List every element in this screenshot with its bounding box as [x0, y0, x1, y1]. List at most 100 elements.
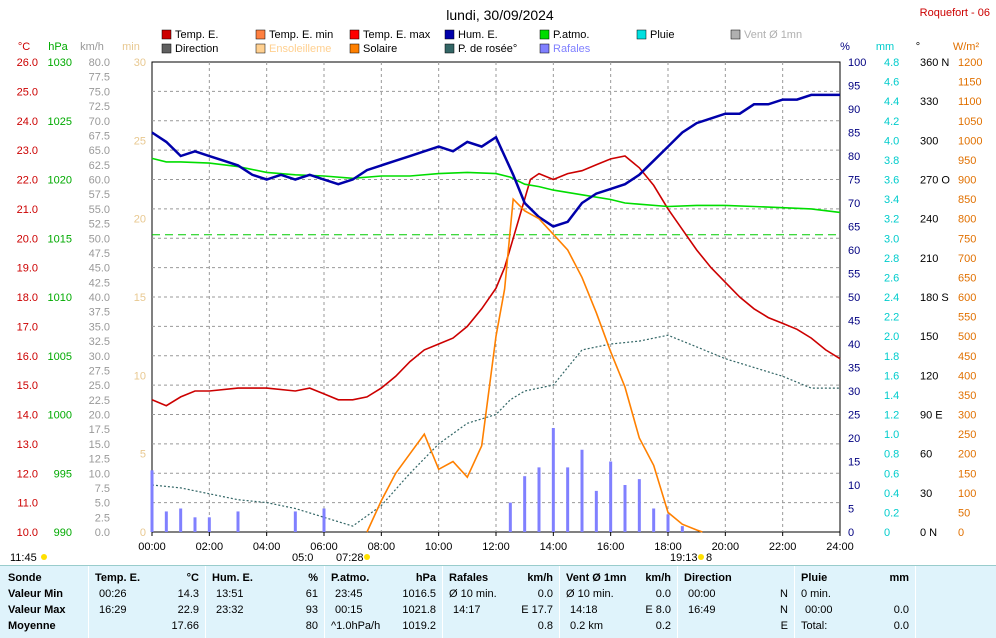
- wind-tick-label: 37.5: [89, 307, 110, 319]
- rain-tick-label: 0.2: [884, 507, 899, 519]
- vent-min-value: 0.0: [655, 588, 671, 600]
- temp-tick-label: 13.0: [17, 439, 38, 451]
- legend-label: Solaire: [363, 43, 397, 55]
- dir-tick-label: 270 O: [920, 175, 950, 187]
- wind-tick-label: 30.0: [89, 351, 110, 363]
- press-tick-label: 1000: [48, 410, 72, 422]
- rain-tick-label: 2.2: [884, 312, 899, 324]
- temp-tick-label: 14.0: [17, 410, 38, 422]
- temp-tick-label: 18.0: [17, 292, 38, 304]
- solar-tick-label: 0: [958, 527, 964, 539]
- hum-tick-label: 25: [848, 410, 860, 422]
- solar-tick-label: 1000: [958, 135, 982, 147]
- dir-tick-label: 240: [920, 214, 938, 226]
- x-tick-label: 02:00: [196, 541, 224, 553]
- wind-tick-label: 75.0: [89, 86, 110, 98]
- header-rafales: Rafales: [449, 572, 489, 584]
- solar-tick-label: 1200: [958, 57, 982, 69]
- direction-max-time: 16:49: [688, 604, 716, 616]
- legend-label: Vent Ø 1mn: [744, 29, 802, 41]
- rafales-avg-value: 0.8: [537, 620, 553, 632]
- wind-tick-label: 42.5: [89, 277, 110, 289]
- daylength-label: 11:45: [10, 552, 37, 564]
- vent-avg-value: 0.2: [655, 620, 671, 632]
- dir-tick-label: 300: [920, 135, 938, 147]
- temp-min-time: 00:26: [99, 588, 127, 600]
- solar-tick-label: 950: [958, 155, 976, 167]
- header-temp: Temp. E.: [95, 572, 141, 584]
- press-tick-label: 1015: [48, 233, 72, 245]
- direction-min-time: 00:00: [688, 588, 716, 600]
- solar-tick-label: 750: [958, 233, 976, 245]
- wind-tick-label: 0.0: [95, 527, 110, 539]
- sunrise-label: 05:0: [292, 552, 313, 564]
- rain-tick-label: 4.8: [884, 57, 899, 69]
- col-vent: Vent Ø 1mn km/h Ø 10 min. 0.0 14:18 E 8.…: [560, 566, 678, 638]
- direction-avg-value: E: [780, 620, 788, 632]
- wind-tick-label: 15.0: [89, 439, 110, 451]
- min-tick-label: 15: [134, 292, 146, 304]
- wind-tick-label: 80.0: [89, 57, 110, 69]
- pluie-max-value: 0.0: [893, 604, 909, 616]
- wind-tick-label: 52.5: [89, 219, 110, 231]
- solar-tick-label: 600: [958, 292, 976, 304]
- col-sonde: Sonde Valeur Min Valeur Max Moyenne: [0, 566, 89, 638]
- row-label-avg: Moyenne: [8, 620, 56, 632]
- legend-label: Rafales: [553, 43, 591, 55]
- sunrise2-label: 07:28: [336, 552, 364, 564]
- rafales-max-time: 14:17: [453, 604, 481, 616]
- x-axis: 00:00 02:00 04:00 06:00 08:00 10:00 12:00 14:00…: [138, 532, 854, 553]
- hum-tick-label: 55: [848, 269, 860, 281]
- hum-tick-label: 40: [848, 339, 860, 351]
- rain-tick-label: 4.6: [884, 77, 899, 89]
- sun-icon: [698, 554, 704, 560]
- temp-tick-label: 17.0: [17, 321, 38, 333]
- wind-tick-label: 2.5: [95, 512, 110, 524]
- x-tick-label: 08:00: [368, 541, 396, 553]
- hum-tick-label: 10: [848, 480, 860, 492]
- temp-tick-label: 26.0: [17, 57, 38, 69]
- x-tick-label: 16:00: [597, 541, 625, 553]
- dir-tick-label: 330: [920, 96, 938, 108]
- solar-tick-label: 400: [958, 370, 976, 382]
- solar-tick-label: 700: [958, 253, 976, 265]
- rafales-max-value: E 17.7: [521, 604, 553, 616]
- rafales-min-value: 0.0: [537, 588, 553, 600]
- wind-tick-label: 7.5: [95, 483, 110, 495]
- rain-tick-label: 4.4: [884, 96, 899, 108]
- hum-tick-label: 100: [848, 57, 866, 69]
- vent-min-label: Ø 10 min.: [566, 588, 614, 600]
- vent-max-time: 14:18: [570, 604, 598, 616]
- rain-tick-label: 3.8: [884, 155, 899, 167]
- header-direction: Direction: [684, 572, 732, 584]
- sun-info: 11:45 05:0 07:28 19:13 8: [10, 552, 712, 564]
- dir-tick-label: 30: [920, 488, 932, 500]
- solar-tick-label: 650: [958, 272, 976, 284]
- wind-tick-label: 45.0: [89, 263, 110, 275]
- press-tick-label: 1005: [48, 351, 72, 363]
- legend-label: Temp. E.: [175, 29, 218, 41]
- temp-tick-label: 21.0: [17, 204, 38, 216]
- hum-min-value: 61: [305, 588, 318, 600]
- hum-tick-label: 65: [848, 222, 860, 234]
- dir-tick-label: 0 N: [920, 527, 937, 539]
- hum-tick-label: 45: [848, 316, 860, 328]
- legend-swatch: [161, 43, 172, 54]
- header-pluie-unit: mm: [889, 572, 909, 584]
- wind-tick-label: 65.0: [89, 145, 110, 157]
- hum-tick-label: 95: [848, 81, 860, 93]
- station-name: Roquefort - 06: [920, 7, 990, 19]
- hum-tick-label: 30: [848, 386, 860, 398]
- legend-swatch: [349, 29, 360, 40]
- solar-tick-label: 800: [958, 214, 976, 226]
- legend-swatch: [255, 29, 266, 40]
- wind-tick-label: 5.0: [95, 498, 110, 510]
- x-tick-label: 00:00: [138, 541, 166, 553]
- press-min-time: 23:45: [335, 588, 363, 600]
- press-tick-label: 995: [54, 468, 72, 480]
- header-vent-unit: km/h: [645, 572, 671, 584]
- wind-tick-label: 17.5: [89, 424, 110, 436]
- header-sonde: Sonde: [8, 572, 42, 584]
- dir-tick-label: 60: [920, 449, 932, 461]
- col-press: P.atmo. hPa 23:45 1016.5 00:15 1021.8 ^1…: [325, 566, 443, 638]
